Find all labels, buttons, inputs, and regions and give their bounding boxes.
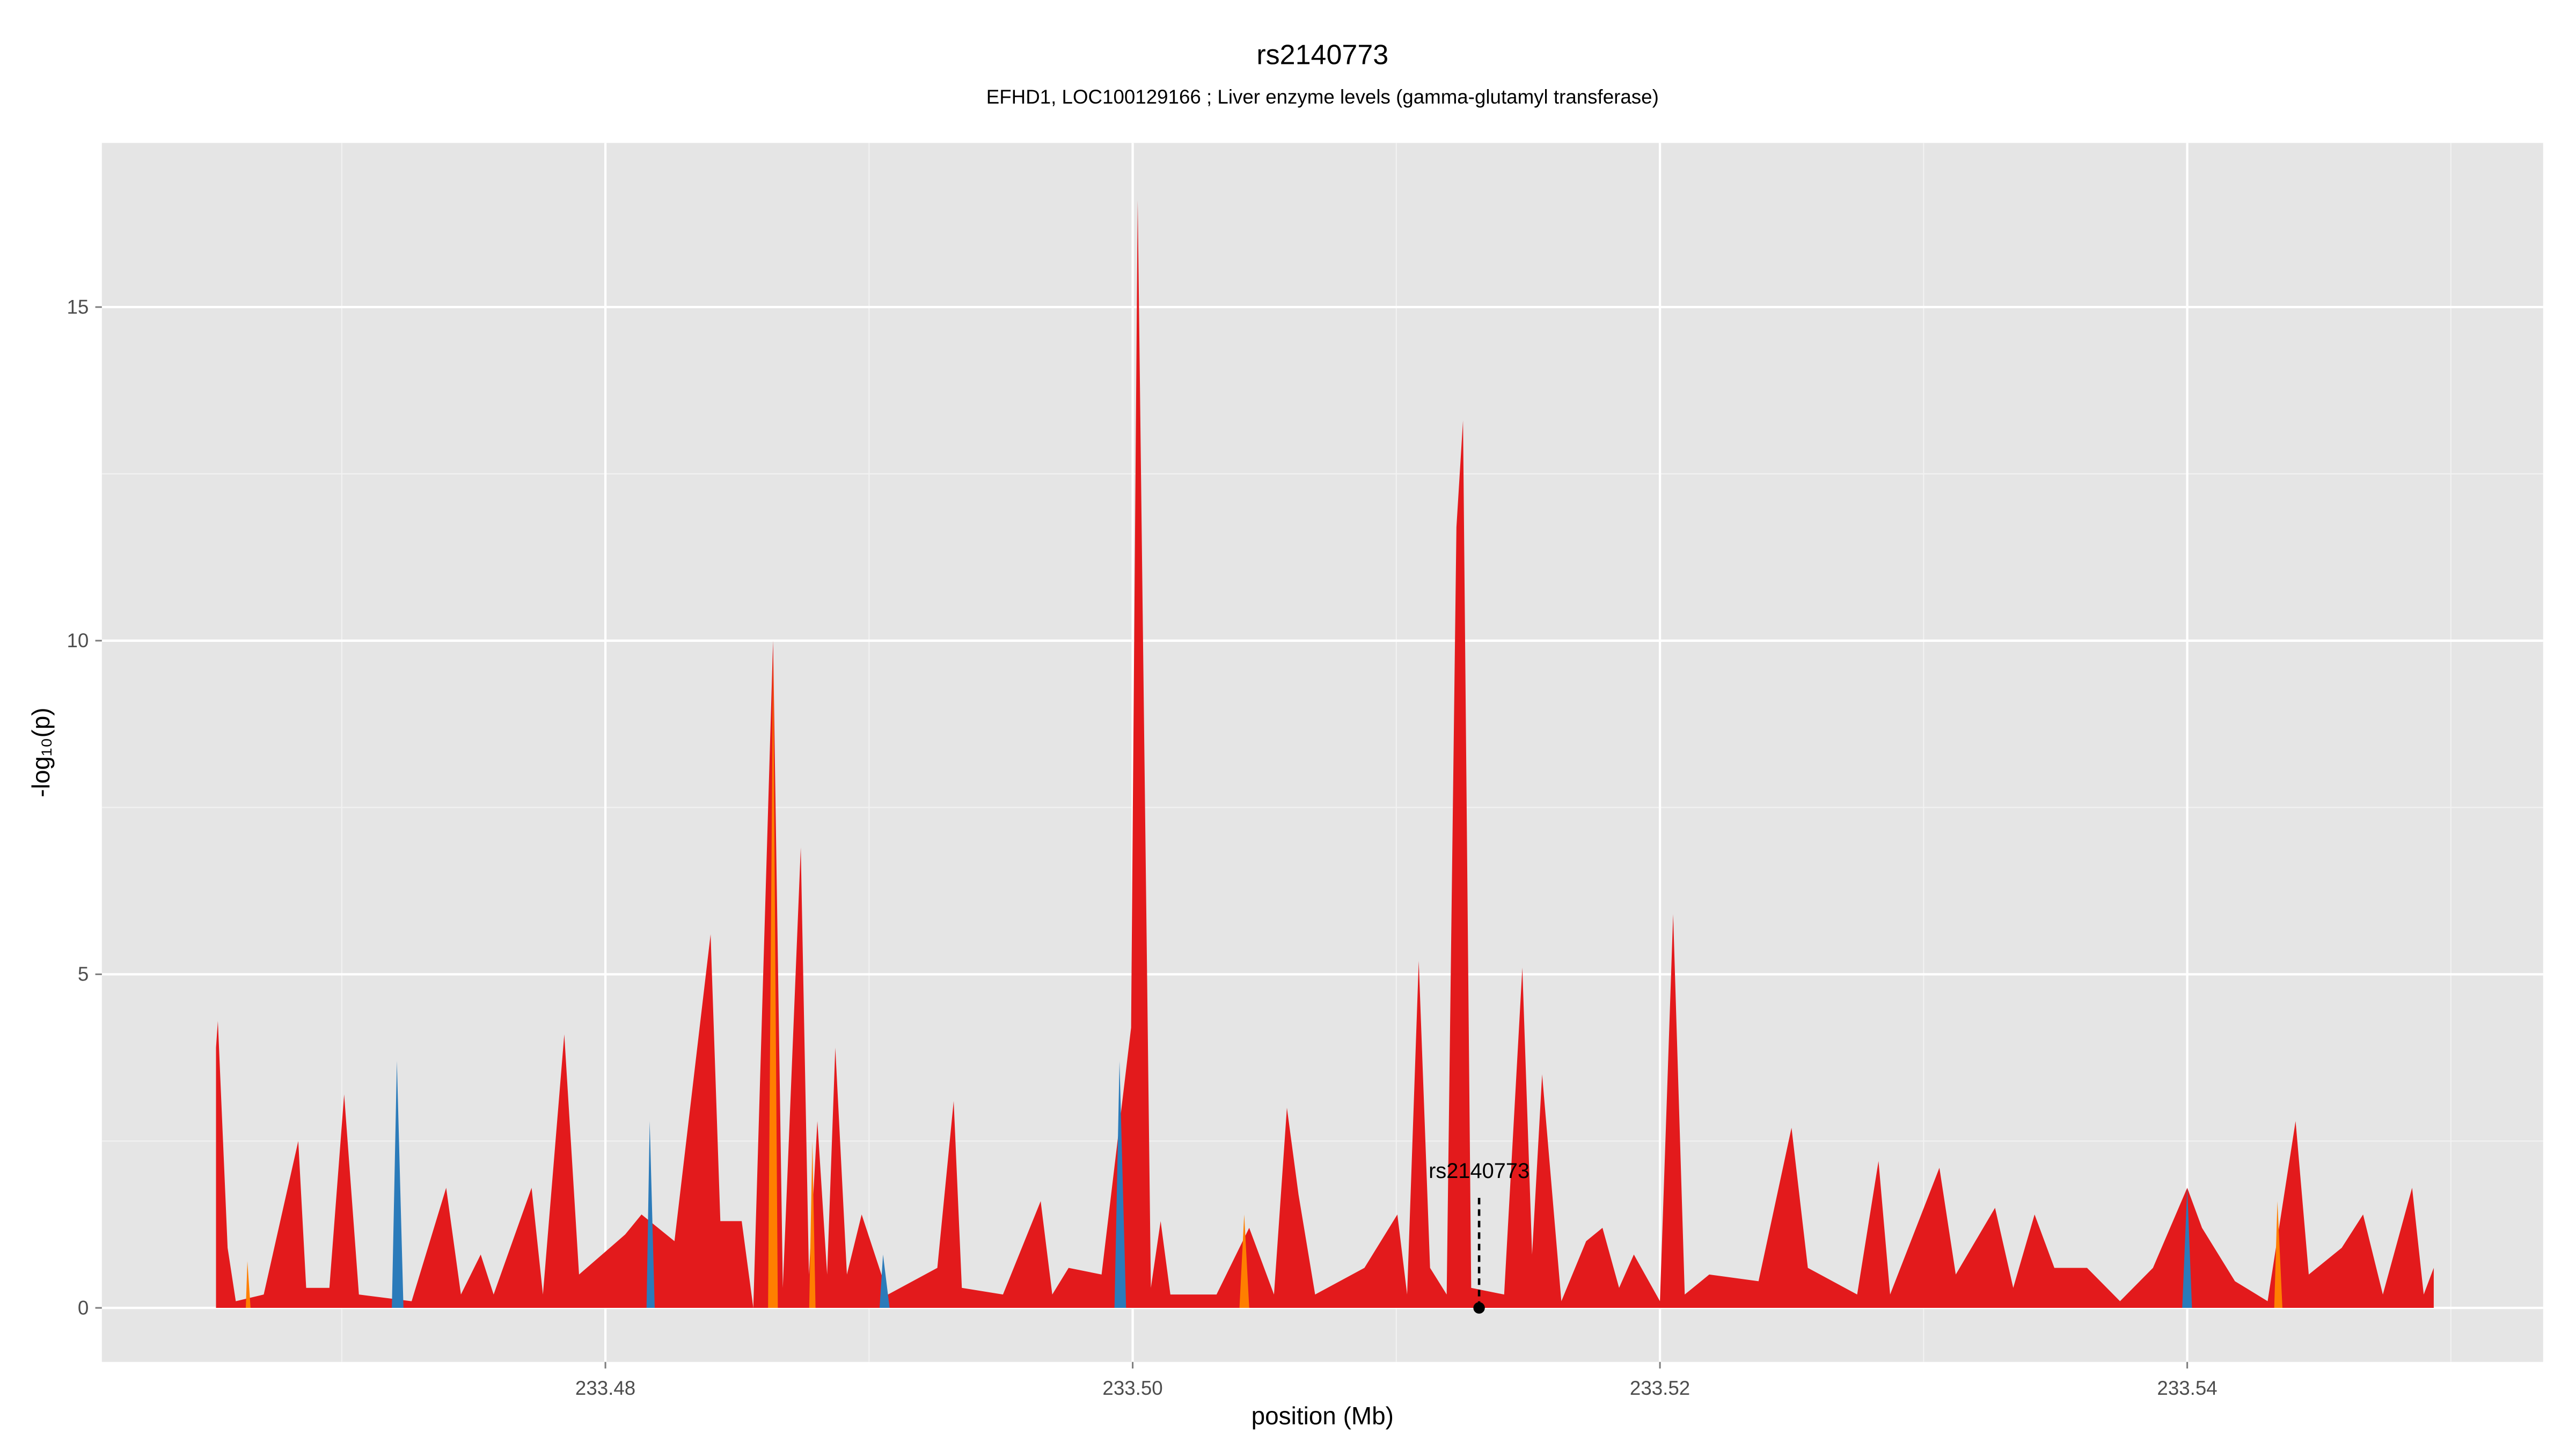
x-tick-label: 233.48 (575, 1377, 635, 1399)
plot-background (101, 143, 2543, 1362)
x-tick-label: 233.52 (1630, 1377, 1690, 1399)
y-tick-label: 5 (78, 963, 89, 985)
x-tick-label: 233.54 (2157, 1377, 2217, 1399)
x-axis-label: position (Mb) (1252, 1402, 1394, 1430)
y-tick-label: 15 (67, 296, 89, 318)
y-tick-label: 10 (67, 630, 89, 652)
y-tick-label: 0 (78, 1297, 89, 1319)
x-tick-label: 233.50 (1102, 1377, 1162, 1399)
y-axis-label: -log₁₀(p) (27, 707, 55, 797)
annotation-label: rs2140773 (1429, 1159, 1529, 1183)
annotation-point (1473, 1302, 1485, 1314)
chart-subtitle: EFHD1, LOC100129166 ; Liver enzyme level… (986, 86, 1659, 108)
chart-title: rs2140773 (1256, 39, 1388, 70)
